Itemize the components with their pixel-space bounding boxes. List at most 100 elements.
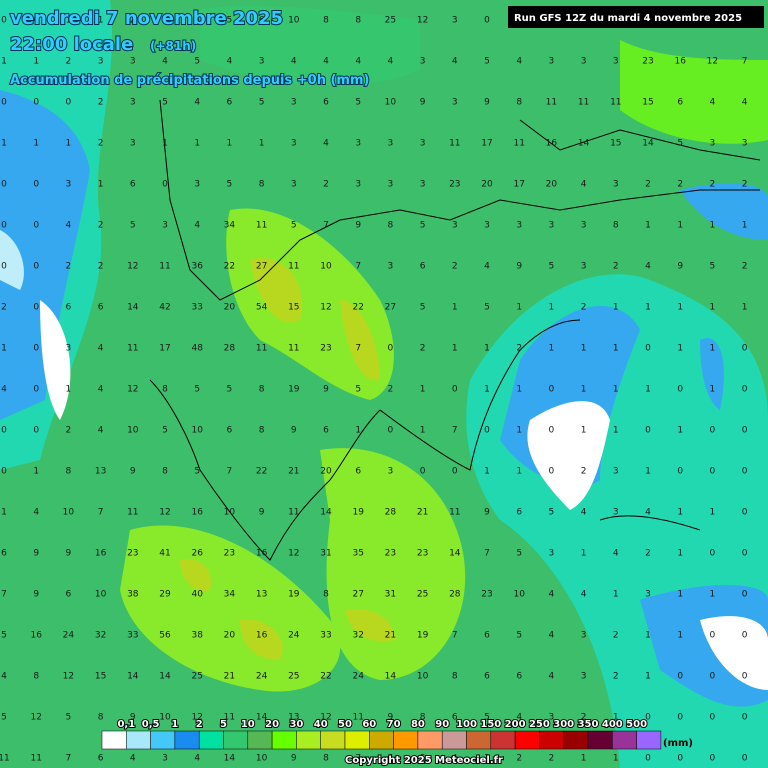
grid-value: 1 [710, 385, 716, 395]
grid-value: 6 [259, 16, 265, 26]
grid-value: 15 [95, 672, 106, 682]
grid-value: 25 [191, 672, 202, 682]
legend-unit: (mm) [663, 738, 693, 749]
grid-value: 1 [613, 303, 619, 313]
grid-value: 8 [516, 98, 522, 108]
grid-value: 31 [320, 549, 331, 559]
grid-value: 14 [578, 139, 590, 149]
grid-value: 10 [127, 426, 139, 436]
grid-value: 2 [66, 426, 72, 436]
grid-value: 0 [710, 672, 716, 682]
grid-value: 12 [63, 672, 74, 682]
grid-value: 1 [581, 549, 587, 559]
grid-value: 23 [642, 57, 653, 67]
grid-value: 5 [1, 713, 7, 723]
grid-value: 21 [288, 467, 299, 477]
grid-value: 1 [549, 344, 555, 354]
grid-value: 8 [33, 672, 39, 682]
grid-value: 12 [320, 713, 331, 723]
grid-value: 12 [159, 508, 170, 518]
grid-value: 0 [677, 467, 683, 477]
legend-swatch [150, 730, 176, 750]
grid-value: 3 [710, 139, 716, 149]
grid-value: 1 [677, 508, 683, 518]
legend-label: 70 [387, 719, 401, 730]
grid-value: 3 [549, 713, 555, 723]
grid-value: 27 [256, 262, 267, 272]
grid-value: 8 [355, 16, 361, 26]
grid-value: 23 [417, 549, 428, 559]
grid-value: 21 [417, 508, 428, 518]
legend-label: 0,1 [117, 719, 135, 730]
grid-value: 38 [127, 590, 139, 600]
legend-label: 40 [314, 719, 328, 730]
grid-value: 1 [516, 303, 522, 313]
grid-value: 0 [742, 754, 748, 764]
grid-value: 3 [162, 221, 168, 231]
grid-value: 2 [645, 549, 651, 559]
grid-value: 3 [581, 57, 587, 67]
legend-swatch [369, 730, 394, 750]
grid-value: 3 [291, 139, 297, 149]
grid-value: 0 [710, 426, 716, 436]
grid-value: 2 [98, 98, 104, 108]
grid-value: 12 [127, 385, 138, 395]
grid-value: 0 [710, 467, 716, 477]
legend-swatch [126, 730, 151, 750]
grid-value: 3 [452, 98, 458, 108]
grid-value: 6 [388, 754, 394, 764]
grid-value: 0 [645, 344, 651, 354]
grid-value: 3 [613, 180, 619, 190]
grid-value: 3 [420, 180, 426, 190]
grid-value: 24 [256, 672, 268, 682]
grid-value: 10 [385, 98, 397, 108]
grid-value: 4 [194, 754, 200, 764]
grid-value: 1 [710, 590, 716, 600]
grid-value: 0 [677, 385, 683, 395]
grid-value: 8 [162, 385, 168, 395]
grid-value: 0 [1, 221, 7, 231]
grid-value: 34 [224, 590, 236, 600]
grid-value: 3 [484, 221, 490, 231]
grid-value: 3 [581, 262, 587, 272]
grid-value: 1 [613, 713, 619, 723]
grid-value: 4 [227, 57, 233, 67]
grid-value: 1 [581, 426, 587, 436]
grid-value: 14 [320, 508, 332, 518]
grid-value: 7 [355, 344, 361, 354]
grid-value: 56 [159, 631, 171, 641]
subtitle: Accumulation de précipitations depuis +0… [10, 73, 369, 88]
grid-value: 26 [191, 549, 203, 559]
grid-value: 2 [581, 303, 587, 313]
grid-value: 2 [420, 344, 426, 354]
grid-value: 10 [288, 16, 300, 26]
grid-value: 0 [33, 180, 39, 190]
grid-value: 8 [162, 467, 168, 477]
grid-value: 1 [613, 754, 619, 764]
grid-value: 5 [227, 385, 233, 395]
grid-value: 20 [320, 467, 332, 477]
grid-value: 1 [645, 467, 651, 477]
grid-value: 1 [420, 426, 426, 436]
grid-value: 6 [98, 754, 104, 764]
grid-value: 28 [224, 344, 236, 354]
grid-value: 0 [742, 426, 748, 436]
grid-value: 1 [677, 631, 683, 641]
grid-value: 1 [420, 385, 426, 395]
grid-value: 5 [162, 98, 168, 108]
grid-value: 5 [1, 631, 7, 641]
grid-value: 9 [420, 98, 426, 108]
grid-value: 8 [420, 713, 426, 723]
grid-value: 15 [288, 303, 299, 313]
grid-value: 0 [710, 713, 716, 723]
legend-label: 150 [480, 719, 501, 730]
legend-swatch [393, 730, 419, 750]
grid-value: 0 [1, 180, 7, 190]
grid-value: 0 [742, 631, 748, 641]
grid-value: 12 [127, 262, 138, 272]
grid-value: 1 [1, 344, 7, 354]
grid-value: 9 [388, 713, 394, 723]
grid-value: 16 [256, 549, 268, 559]
legend-swatch [636, 730, 662, 750]
grid-value: 2 [742, 262, 748, 272]
